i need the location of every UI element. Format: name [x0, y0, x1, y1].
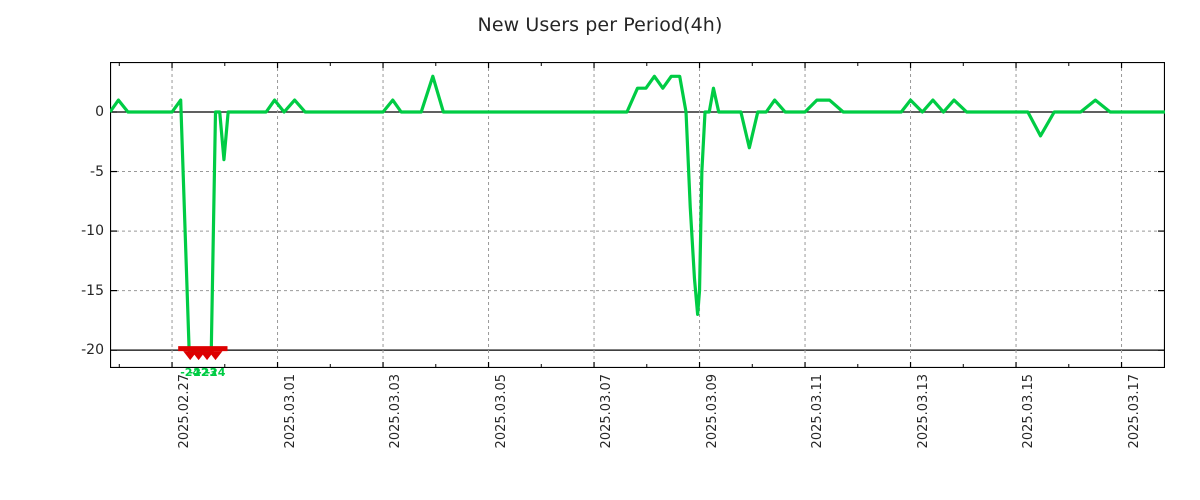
plot-frame-border	[110, 62, 1165, 368]
y-axis-tick-labels: 0 -5 -10 -15 -20	[44, 62, 104, 368]
x-axis-tick-labels: 2025.02.27 2025.03.01 2025.03.03 2025.03.05…	[110, 368, 1165, 498]
y-axis-tick-label: -20	[81, 342, 104, 359]
x-axis-tick-label: 2025.03.13	[915, 374, 931, 449]
x-axis-tick-label: 2025.03.11	[810, 374, 826, 449]
clipped-value-marker	[208, 351, 223, 361]
x-axis-tick-label: 2025.03.05	[493, 374, 509, 449]
x-axis-tick-label: 2025.03.17	[1126, 374, 1142, 449]
x-axis-tick-label: 2025.02.27	[177, 374, 193, 449]
y-axis-tick-label: -5	[90, 163, 104, 180]
chart-title: New Users per Period(4h)	[477, 14, 723, 36]
x-axis-tick-label: 2025.03.01	[282, 374, 298, 449]
x-axis-tick-label: 2025.03.03	[388, 374, 404, 449]
data-plot	[110, 62, 1165, 368]
plot-area	[110, 62, 1165, 368]
clipped-marker-bar	[178, 346, 228, 352]
y-axis-tick-label: 0	[95, 104, 104, 120]
y-axis-tick-label: -10	[81, 223, 104, 240]
x-axis-tick-label: 2025.03.15	[1021, 374, 1037, 449]
x-axis-tick-label: 2025.03.09	[704, 374, 720, 449]
x-axis-tick-label: 2025.03.07	[599, 374, 615, 449]
y-axis-tick-label: -15	[81, 282, 104, 299]
series-line-0	[110, 74, 1165, 352]
